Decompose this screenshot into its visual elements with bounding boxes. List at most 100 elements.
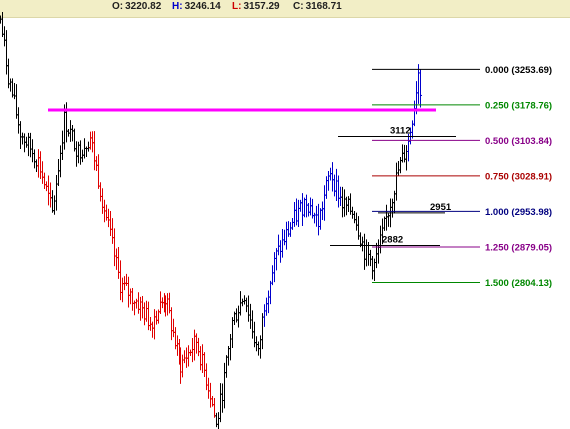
- ohlc-high-value: 3246.14: [184, 1, 221, 12]
- ohlc-low-label: L:: [232, 1, 242, 12]
- fib-level-label: 0.000 (3253.69): [485, 65, 552, 76]
- ohlc-bar-mark: [9, 78, 12, 92]
- ohlc-close-label: C:: [293, 1, 304, 12]
- ohlc-bar-mark: [159, 291, 162, 314]
- ohlc-bar-mark: [97, 154, 100, 189]
- ohlc-bar-mark: [225, 355, 228, 378]
- ohlc-bar-mark: [313, 212, 316, 224]
- ohlc-bar-mark: [417, 64, 420, 104]
- ohlc-bar-mark: [57, 158, 60, 187]
- ohlc-bar-mark: [15, 84, 18, 119]
- ohlc-bar-mark: [377, 239, 380, 264]
- ohlc-bar-mark: [33, 149, 36, 169]
- ohlc-bar-mark: [193, 329, 196, 361]
- ohlc-bar-mark: [373, 258, 376, 281]
- ohlc-bar-mark: [249, 303, 252, 329]
- ohlc-bar-mark: [201, 344, 204, 374]
- fib-level-label: 0.750 (3028.91): [485, 171, 552, 182]
- ohlc-bar-mark: [107, 208, 110, 228]
- ohlc-bar-mark: [283, 229, 286, 246]
- ohlc-bar-mark: [181, 354, 184, 378]
- annotation-label: 2882: [382, 235, 403, 246]
- ohlc-bar-mark: [170, 307, 173, 341]
- ohlc-low: L: 3157.29: [232, 1, 280, 12]
- ohlc-bar-mark: [79, 140, 82, 165]
- ohlc-bar-mark: [185, 347, 188, 368]
- ohlc-bar-mark: [55, 174, 58, 211]
- ohlc-bar-mark: [363, 233, 366, 270]
- ohlc-bar-mark: [269, 280, 272, 305]
- price-bars-layer: [0, 11, 422, 429]
- ohlc-bar-mark: [125, 273, 128, 286]
- ohlc-bar-mark: [13, 83, 16, 100]
- ohlc-bar-mark: [405, 145, 408, 171]
- ohlc-bar-mark: [241, 298, 244, 307]
- ohlc-bar-mark: [407, 133, 410, 162]
- ohlc-high-label: H:: [172, 1, 183, 12]
- ohlc-bar-mark: [317, 203, 320, 236]
- annotation-label: 2951: [430, 202, 452, 213]
- ohlc-bar-mark: [21, 132, 24, 145]
- ohlc-bar-mark: [345, 196, 348, 216]
- ohlc-bar-mark: [205, 363, 208, 391]
- ohlc-bar-mark: [307, 202, 310, 217]
- ohlc-bar-mark: [253, 321, 256, 348]
- ohlc-bar-mark: [141, 295, 144, 319]
- ohlc-bar-mark: [209, 382, 212, 408]
- ohlc-bar-mark: [301, 193, 304, 227]
- ohlc-bar-mark: [213, 397, 216, 418]
- ohlc-bar-mark: [399, 156, 402, 174]
- ohlc-bar-mark: [263, 304, 266, 327]
- ohlc-bar-mark: [337, 175, 340, 208]
- ohlc-open-label: O:: [112, 1, 124, 12]
- ohlc-bar-mark: [251, 310, 254, 339]
- ohlc-bar-mark: [327, 171, 330, 191]
- ohlc-high: H: 3246.14: [172, 1, 221, 12]
- ohlc-bar-mark: [27, 132, 30, 157]
- ohlc-bar-mark: [333, 174, 336, 197]
- ohlc-bar-mark: [89, 131, 92, 150]
- ohlc-bar-mark: [17, 107, 20, 134]
- ohlc-bar-mark: [309, 197, 312, 216]
- ohlc-bar-mark: [335, 168, 338, 201]
- ohlc-bar-mark: [151, 321, 154, 338]
- ohlc-bar-mark: [49, 182, 52, 208]
- ohlc-bar-mark: [127, 276, 130, 308]
- ohlc-bar-mark: [343, 189, 346, 217]
- ohlc-bar-mark: [291, 218, 294, 230]
- ohlc-bar-mark: [341, 186, 344, 218]
- ohlc-close: C: 3168.71: [293, 1, 342, 12]
- ohlc-bar-mark: [91, 131, 94, 153]
- ohlc-bar-mark: [93, 131, 96, 171]
- ohlc-bar-mark: [365, 239, 368, 267]
- ohlc-bar-mark: [145, 300, 148, 322]
- ohlc-bar-mark: [183, 350, 186, 364]
- ohlc-bar-mark: [153, 309, 156, 340]
- ohlc-bar-mark: [187, 345, 190, 367]
- ohlc-bar-mark: [25, 136, 28, 148]
- ohlc-bar-mark: [215, 412, 218, 428]
- ohlc-bar-mark: [323, 185, 326, 221]
- annotation-label: 3112: [390, 126, 411, 137]
- ohlc-bar-mark: [359, 232, 362, 248]
- ohlc-bar-mark: [303, 197, 306, 218]
- ohlc-bar-mark: [195, 333, 198, 354]
- ohlc-bar-mark: [1, 11, 4, 37]
- fib-level-label: 1.500 (2804.13): [485, 278, 552, 289]
- ohlc-bar-mark: [95, 156, 98, 171]
- ohlc-bar-mark: [229, 334, 232, 361]
- ohlc-bar-mark: [221, 383, 224, 413]
- ohlc-bar-mark: [339, 186, 342, 207]
- ohlc-bar-mark: [243, 295, 246, 305]
- ohlc-bar-mark: [371, 255, 374, 280]
- ohlc-bar-mark: [265, 297, 268, 316]
- ohlc-bar-mark: [109, 211, 112, 236]
- ohlc-bar-mark: [271, 265, 274, 286]
- ohlc-bar-mark: [411, 120, 414, 139]
- ohlc-open: O: 3220.82: [112, 1, 161, 12]
- ohlc-bar-mark: [351, 206, 354, 219]
- ohlc-bar-mark: [176, 335, 179, 356]
- ohlc-bar-mark: [191, 338, 194, 363]
- ohlc-bar-mark: [385, 204, 388, 231]
